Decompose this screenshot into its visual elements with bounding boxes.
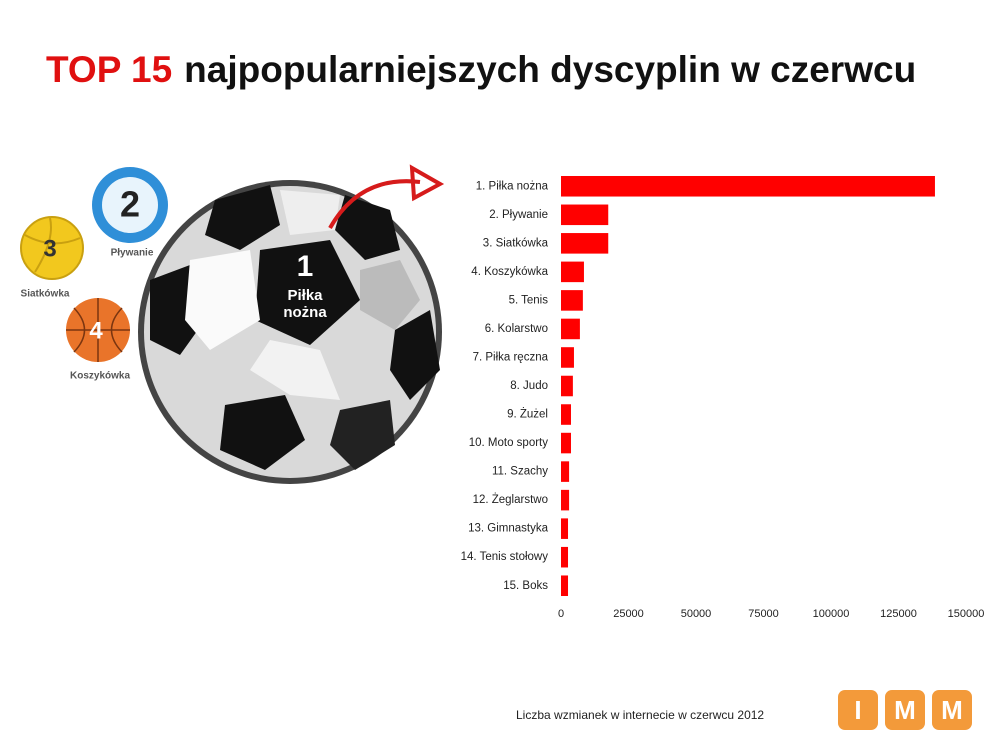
x-tick-label: 50000 — [681, 608, 712, 620]
bar — [561, 461, 570, 482]
bar — [561, 546, 569, 568]
rank-3-label: Siatkówka — [21, 289, 70, 300]
x-tick-label: 75000 — [748, 608, 779, 620]
y-tick-label: 1. Piłka nożna — [476, 180, 549, 192]
title-text: najpopularniejszych dyscyplin w czerwcu — [184, 49, 916, 90]
rank-1-label: Piłka — [287, 287, 323, 304]
bar — [561, 375, 573, 397]
bar — [561, 404, 571, 425]
bar — [561, 318, 580, 340]
bar — [561, 290, 583, 311]
volleyball — [20, 216, 84, 280]
title-highlight: TOP 15 — [46, 49, 172, 90]
x-tick-label: 150000 — [948, 608, 985, 620]
x-tick-label: 125000 — [880, 608, 917, 620]
rank-1-label: nożna — [283, 304, 327, 321]
y-tick-label: 5. Tenis — [509, 294, 549, 306]
chart-title: TOP 15 najpopularniejszych dyscyplin w cz… — [46, 49, 916, 90]
y-tick-label: 7. Piłka ręczna — [473, 351, 549, 363]
logo-letter: I — [854, 695, 861, 725]
y-tick-label: 15. Boks — [503, 580, 548, 592]
bar — [561, 575, 569, 597]
y-tick-label: 11. Szachy — [492, 466, 548, 478]
rank-4-label: Koszykówka — [70, 371, 130, 382]
y-tick-label: 10. Moto sporty — [469, 437, 549, 449]
bar — [561, 175, 935, 197]
x-tick-label: 0 — [558, 608, 564, 620]
y-tick-label: 2. Pływanie — [489, 209, 548, 221]
footnote: Liczba wzmianek w internecie w czerwcu 2… — [516, 708, 764, 722]
y-tick-label: 9. Żużel — [507, 408, 548, 421]
x-tick-label: 25000 — [613, 608, 644, 620]
logo-letter: M — [941, 695, 963, 725]
soccer-ball — [138, 164, 445, 484]
y-tick-label: 6. Kolarstwo — [485, 323, 548, 335]
y-tick-label: 3. Siatkówka — [483, 237, 549, 249]
rank-3: 3 — [43, 235, 56, 262]
logo — [838, 690, 972, 730]
y-tick-label: 8. Judo — [510, 380, 548, 392]
swim-ball — [92, 167, 168, 243]
bar — [561, 518, 569, 539]
rank-2-label: Pływanie — [111, 248, 154, 259]
basketball — [66, 298, 130, 362]
x-tick-label: 100000 — [813, 608, 850, 620]
bar — [561, 489, 570, 511]
y-tick-label: 13. Gimnastyka — [468, 523, 548, 535]
bar — [561, 204, 609, 226]
rank-4: 4 — [89, 317, 103, 344]
logo-letter: M — [894, 695, 916, 725]
rank-2: 2 — [120, 184, 140, 225]
bar — [561, 347, 574, 368]
y-tick-label: 14. Tenis stołowy — [461, 551, 549, 563]
y-tick-label: 4. Koszykówka — [471, 266, 548, 278]
bar — [561, 432, 571, 454]
bar — [561, 261, 584, 283]
rank-1: 1 — [297, 250, 314, 283]
bar — [561, 233, 609, 254]
y-tick-label: 12. Żeglarstwo — [473, 493, 548, 506]
